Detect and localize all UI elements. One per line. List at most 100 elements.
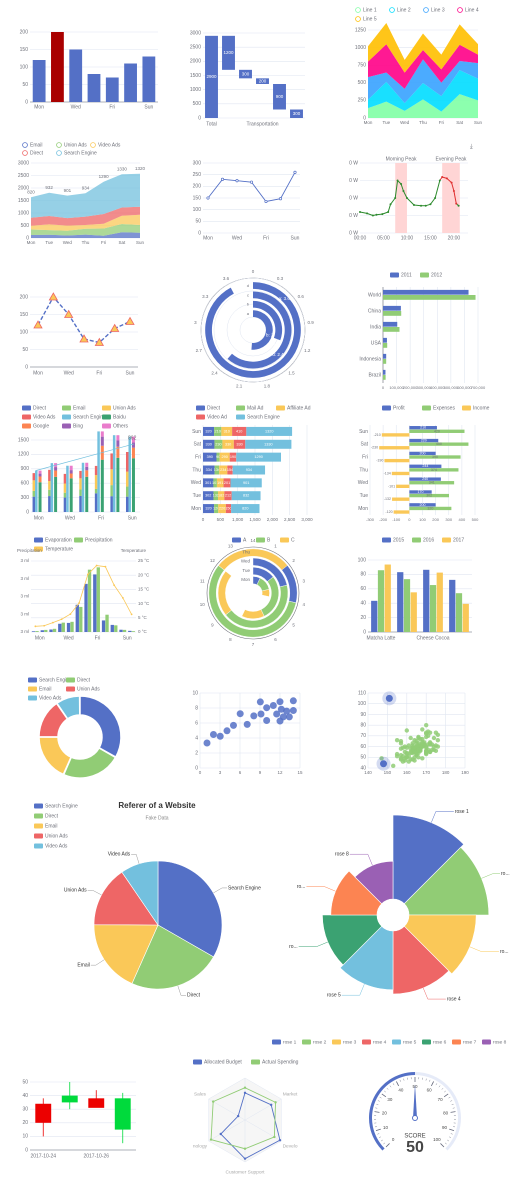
- rose-slice: [392, 925, 450, 995]
- tick-label: 200: [193, 184, 202, 190]
- bar: [429, 585, 437, 632]
- tick-label: 1.8: [264, 384, 271, 389]
- label-line: [431, 811, 437, 823]
- tick-label: 90: [442, 1125, 448, 1130]
- tick-label: 200: [20, 294, 29, 300]
- data-label: a: 3.6: [279, 296, 291, 301]
- tick-label: 15:00: [424, 235, 437, 241]
- data-label: 212: [225, 494, 231, 498]
- nightingale-rose-chart: rose 1 ro... ro... rose 4 rose 5 ro... ro... ro…: [272, 809, 510, 1045]
- legend-item-label: Line 4: [465, 7, 479, 13]
- legend-swatch: [452, 1039, 461, 1045]
- point: [413, 204, 415, 206]
- slice-label: ro...: [297, 884, 306, 890]
- legend-item-label: Union Ads: [77, 686, 100, 692]
- bar: [273, 84, 286, 110]
- tick-label: 150: [384, 770, 392, 775]
- bar: [94, 493, 98, 512]
- bar: [79, 478, 82, 490]
- point: [420, 204, 423, 207]
- tick-label: b: [247, 302, 250, 307]
- slice-label: Video Ads: [108, 852, 131, 858]
- tick-label: 12: [277, 770, 283, 775]
- bar: [35, 631, 39, 632]
- tick-label: 0: [408, 517, 411, 522]
- scatter-point: [277, 705, 285, 713]
- simple-line-chart: 0 50 100 150 200 250 300 Mon Wed Fri Sun: [193, 160, 300, 241]
- bar: [93, 574, 97, 632]
- tick-label: 500: [217, 517, 225, 522]
- data-label: 302: [426, 494, 432, 498]
- data-label: 1330: [117, 166, 128, 171]
- bar: [409, 503, 436, 507]
- tick-label: 250: [193, 172, 202, 178]
- tick-label: 80: [360, 572, 366, 578]
- bar: [231, 491, 261, 501]
- tick-label: 400,000: [430, 385, 445, 390]
- tick-label: 15 °C: [138, 587, 150, 592]
- data-label: 390: [432, 455, 438, 459]
- legend-item-label: Union Ads: [64, 142, 87, 148]
- point: [130, 613, 133, 616]
- bar: [48, 489, 51, 497]
- bar: [54, 476, 58, 512]
- scatter-chart: 0 2 4 6 8 10 0 3 6 9 12 15: [192, 690, 303, 775]
- legend-item-label: Direct: [45, 813, 59, 819]
- gauge-tick: [441, 1087, 444, 1090]
- tick-label: 500,000: [444, 385, 459, 390]
- tick-label: 0: [25, 99, 28, 105]
- scatter-point: [435, 732, 441, 737]
- point: [424, 204, 427, 207]
- bar: [214, 465, 220, 475]
- scatter-point: [398, 756, 404, 761]
- scatter-point: [416, 747, 421, 752]
- tick-label: 05:00: [377, 235, 390, 241]
- tick-label: 7: [252, 642, 255, 647]
- bar: [35, 470, 38, 512]
- point: [235, 179, 239, 183]
- triangle-marker: [125, 316, 135, 325]
- bar: [409, 426, 437, 430]
- tick-label: 14: [250, 538, 256, 543]
- legend-item-label: Direct: [33, 405, 47, 411]
- bar: [32, 60, 46, 102]
- legend-swatch: [66, 686, 75, 692]
- tick-label: 9: [211, 623, 214, 628]
- bar: [87, 74, 101, 102]
- tick-label: 60: [427, 1088, 433, 1093]
- bar: [384, 458, 410, 463]
- tick-label: 70: [360, 733, 366, 739]
- point: [86, 573, 89, 576]
- point: [434, 197, 437, 199]
- data-label: -134: [384, 471, 391, 475]
- label-line: [135, 854, 140, 864]
- bar: [383, 337, 387, 343]
- pie-slice: [157, 860, 223, 958]
- pie-slice: [121, 860, 159, 926]
- tick-label: Mon: [203, 235, 213, 241]
- bar: [383, 369, 386, 375]
- gauge-tick: [450, 1133, 453, 1135]
- bar: [409, 506, 452, 511]
- bar: [383, 289, 469, 295]
- tick-label: 2500: [190, 44, 201, 50]
- bar: [383, 375, 386, 380]
- tick-label: 1000: [18, 210, 29, 216]
- tick-label: 50: [22, 82, 28, 88]
- bar: [101, 620, 106, 632]
- tick-label: 40: [360, 765, 366, 771]
- legend-marker: [56, 150, 62, 156]
- tick-label: 8: [195, 705, 198, 711]
- tick-label: 60: [360, 586, 366, 592]
- tick-label: 0 W: [349, 178, 358, 184]
- scatter-point: [209, 730, 217, 738]
- legend-swatch: [422, 1039, 431, 1045]
- legend-swatch: [276, 405, 285, 411]
- label-line: [367, 854, 373, 866]
- line-segment: [366, 212, 374, 216]
- scatter-point: [263, 704, 271, 712]
- tick-label: Mon: [364, 120, 373, 125]
- tick-label: Tue: [242, 568, 250, 573]
- bar: [213, 491, 219, 501]
- line-series: [207, 172, 296, 202]
